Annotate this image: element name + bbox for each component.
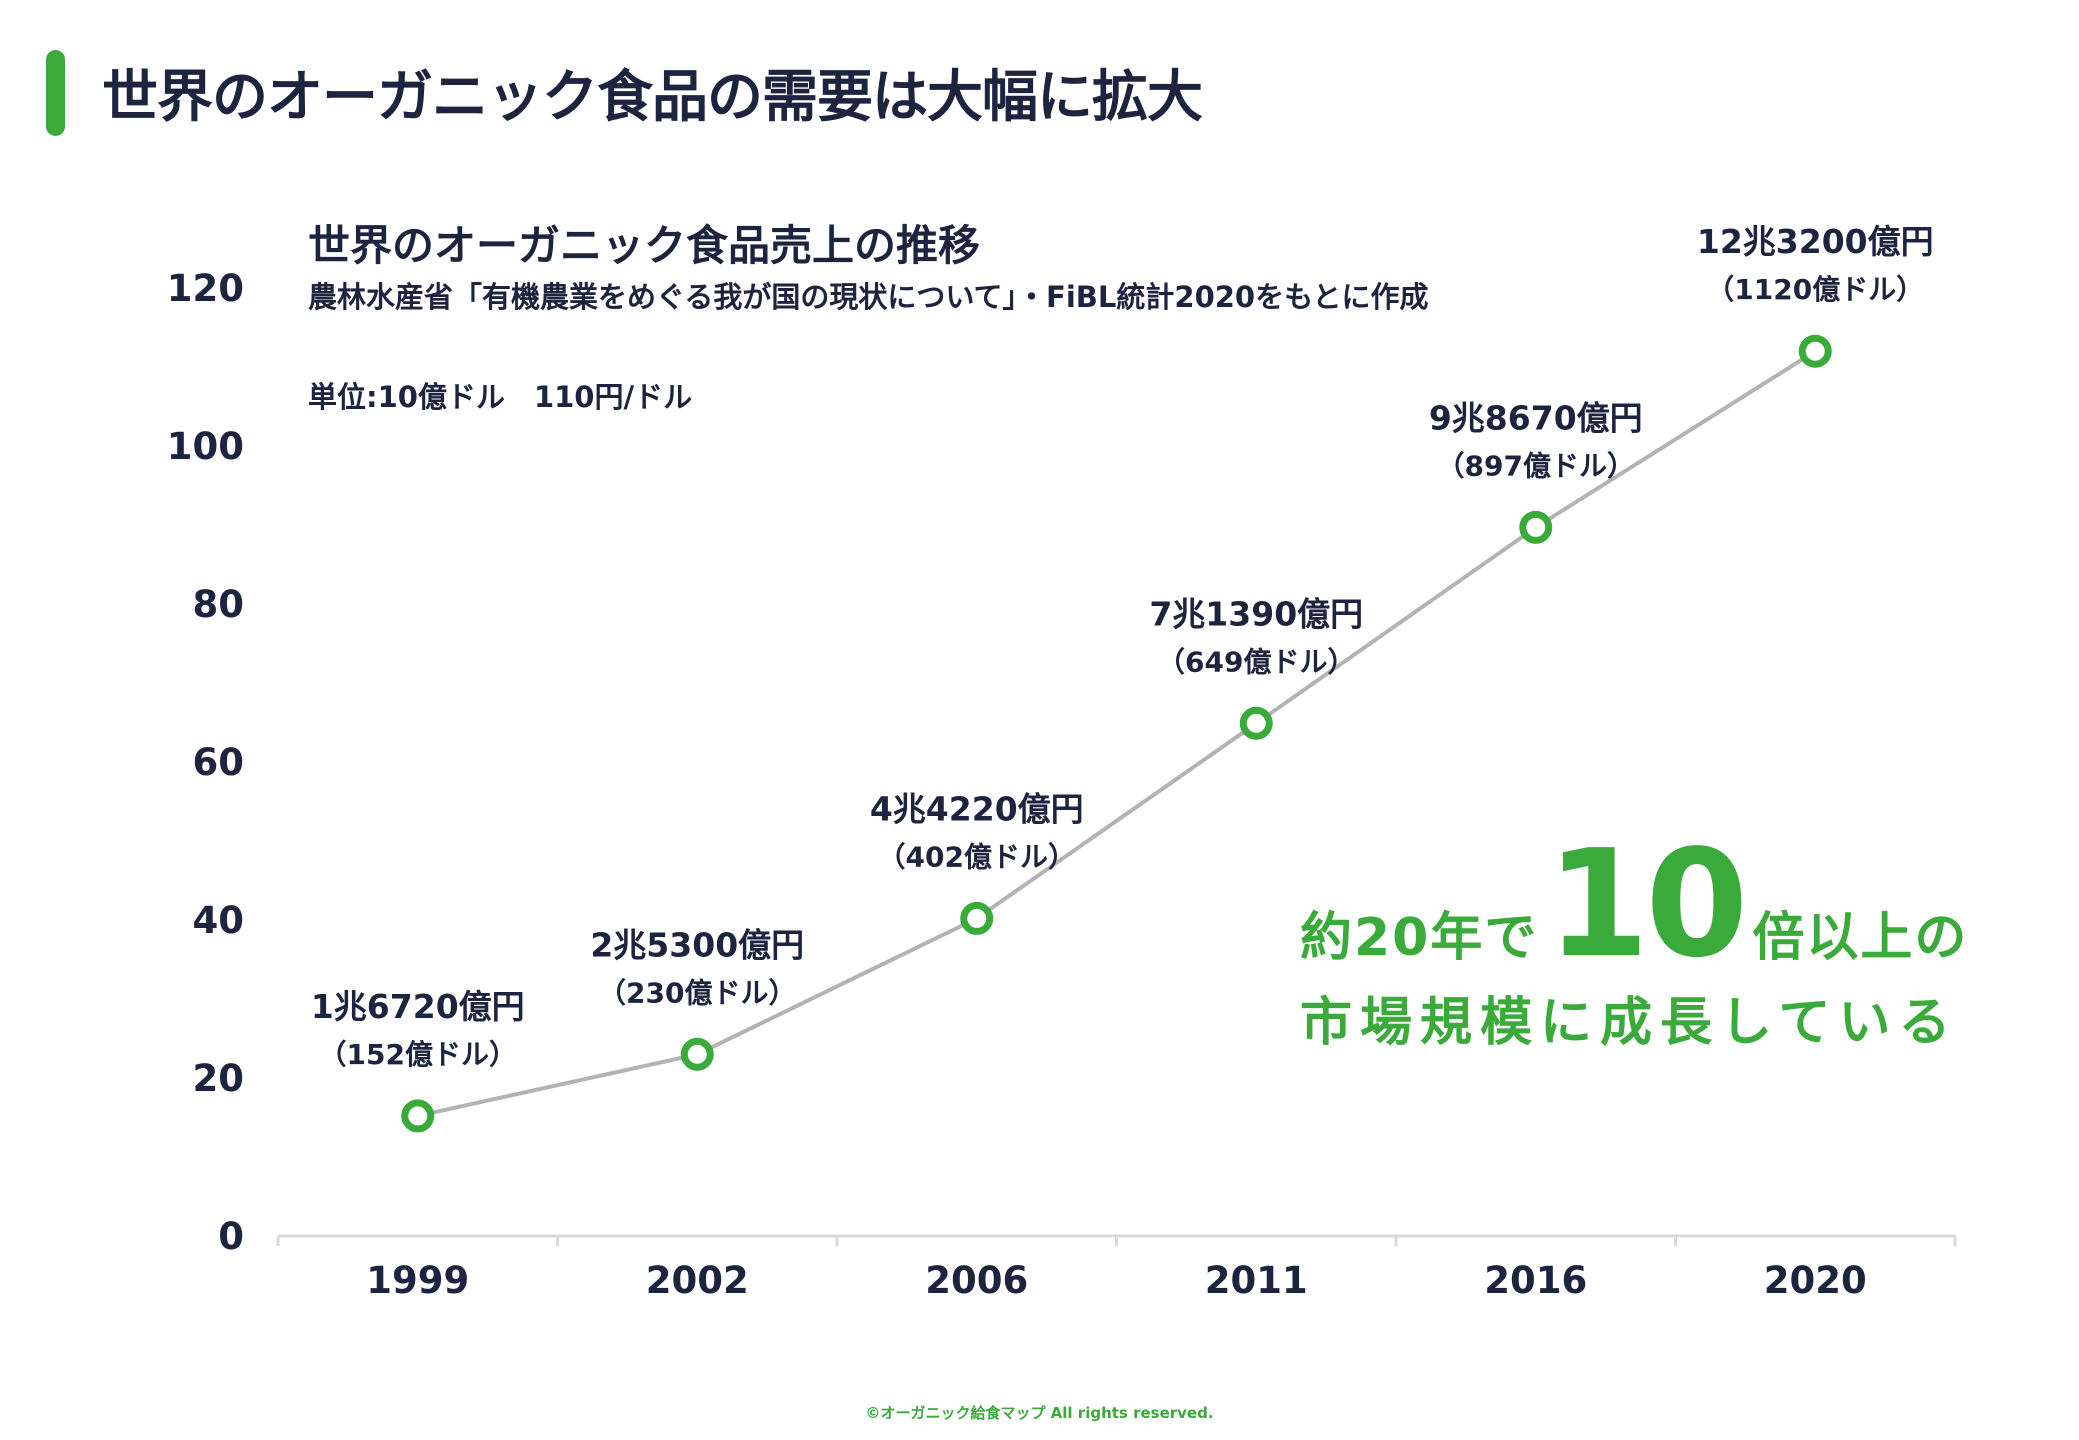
data-label-usd: （402億ドル） <box>878 840 1076 873</box>
data-points <box>401 334 1832 1133</box>
data-label-yen: 4兆4220億円 <box>870 789 1084 828</box>
x-tick-label: 2002 <box>646 1259 749 1302</box>
x-tick-label: 2020 <box>1764 1259 1867 1302</box>
y-tick-label: 80 <box>193 583 245 626</box>
highlight-number: 10 <box>1546 818 1748 990</box>
highlight-prefix: 約20年で <box>1300 908 1539 968</box>
data-point-marker <box>401 1099 435 1133</box>
y-tick-label: 120 <box>167 267 244 310</box>
x-axis: 1999 2002 2006 2011 2016 2020 <box>276 1234 1957 1302</box>
x-tick-label: 2006 <box>925 1259 1028 1302</box>
highlight-line2: 市場規模に成長している <box>1300 993 1959 1053</box>
title-accent-bar <box>46 50 65 136</box>
data-labels: 1兆6720億円 （152億ドル） 2兆5300億円 （230億ドル） 4兆4220億円… <box>311 222 1934 1071</box>
chart-unit-note: 単位:10億ドル 110円/ドル <box>308 380 693 414</box>
data-point-marker <box>1239 706 1273 740</box>
y-tick-label: 60 <box>193 741 245 784</box>
y-tick-label: 40 <box>193 899 245 942</box>
y-tick-label: 0 <box>218 1215 244 1258</box>
data-point-marker <box>1798 334 1832 368</box>
data-label-usd: （897億ドル） <box>1437 449 1635 482</box>
copyright-notice: ©オーガニック給食マップ All rights reserved. <box>865 1404 1214 1422</box>
data-label-yen: 1兆6720億円 <box>311 987 525 1026</box>
x-tick-label: 1999 <box>366 1259 469 1302</box>
data-point-marker <box>960 901 994 935</box>
series-line-group <box>417 349 1817 1118</box>
data-label-usd: （1120億ドル） <box>1706 273 1924 306</box>
data-label-yen: 2兆5300億円 <box>590 925 804 964</box>
data-point-marker <box>1519 510 1553 544</box>
data-label-usd: （649億ドル） <box>1157 645 1355 678</box>
page-title: 世界のオーガニック食品の需要は大幅に拡大 <box>102 65 1203 130</box>
highlight-suffix: 倍以上の <box>1752 908 1969 968</box>
x-tick-label: 2011 <box>1205 1259 1308 1302</box>
data-label-yen: 7兆1390億円 <box>1149 594 1363 633</box>
data-point-marker <box>680 1037 714 1071</box>
series-line <box>417 349 1817 1118</box>
highlight-callout: 約20年で 10 倍以上の 市場規模に成長している <box>1300 830 1968 1055</box>
chart-title: 世界のオーガニック食品売上の推移 <box>308 221 981 270</box>
y-tick-label: 20 <box>193 1057 245 1100</box>
x-tick-label: 2016 <box>1484 1259 1587 1302</box>
data-label-yen: 9兆8670億円 <box>1429 398 1643 437</box>
chart-source-note: 農林水産省「有機農業をめぐる我が国の現状について」・FiBL統計2020をもとに… <box>308 280 1429 314</box>
y-axis-ticks: 0 20 40 60 80 100 120 <box>167 267 244 1258</box>
y-tick-label: 100 <box>167 425 244 468</box>
data-label-usd: （152億ドル） <box>319 1038 517 1071</box>
data-label-usd: （230億ドル） <box>598 976 796 1009</box>
data-label-yen: 12兆3200億円 <box>1697 222 1934 261</box>
